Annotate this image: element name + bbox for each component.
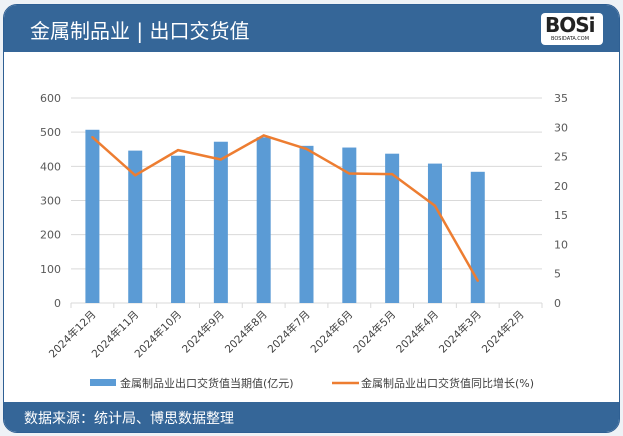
line-point <box>348 172 351 175</box>
x-tick-label: 2024年2月 <box>479 308 527 356</box>
x-tick-label: 2024年5月 <box>351 308 399 356</box>
line-point <box>134 174 137 177</box>
y-right-tick: 5 <box>554 268 561 281</box>
chart: 0100200300400500600051015202530352024年12… <box>40 92 568 390</box>
header-bar: 金属制品业 | 出口交货值 BOSi BOSIDATA.COM <box>4 5 619 52</box>
line-point <box>305 147 308 151</box>
bar <box>385 153 400 303</box>
y-right-tick: 10 <box>554 238 568 251</box>
footer-bar: 数据来源：统计局、博思数据整理 <box>4 402 619 432</box>
y-right-tick: 0 <box>554 297 561 310</box>
x-tick-label: 2024年7月 <box>265 308 313 356</box>
bar <box>85 129 100 303</box>
x-tick-label: 2024年3月 <box>436 308 484 356</box>
bar <box>427 163 442 303</box>
y-left-tick: 500 <box>40 126 61 139</box>
line-point <box>476 279 479 282</box>
y-left-tick: 0 <box>54 297 61 310</box>
line-point <box>433 204 437 207</box>
y-left-tick: 100 <box>40 263 61 276</box>
bar <box>128 150 143 303</box>
page-title: 金属制品业 | 出口交货值 <box>30 19 250 43</box>
legend-bar-swatch <box>90 379 116 386</box>
y-left-tick: 600 <box>40 92 61 105</box>
y-right-tick: 15 <box>554 209 568 222</box>
legend-line-label: 金属制品业出口交货值同比增长(%) <box>361 376 534 390</box>
y-left-tick: 400 <box>40 160 61 173</box>
y-left-tick: 300 <box>40 195 61 208</box>
bar <box>256 137 271 303</box>
line-series <box>91 134 479 282</box>
bar <box>213 141 228 303</box>
line-point <box>219 158 223 161</box>
y-left-tick: 200 <box>40 229 61 242</box>
line-point <box>176 148 180 152</box>
x-tick-label: 2024年9月 <box>179 308 227 356</box>
line-point <box>91 136 94 139</box>
y-right-tick: 20 <box>554 180 568 193</box>
bosi-logo: BOSi BOSIDATA.COM <box>541 13 603 45</box>
legend-bar-label: 金属制品业出口交货值当期值(亿元) <box>120 376 294 390</box>
line-point <box>262 134 265 137</box>
x-tick-label: 2024年4月 <box>393 308 441 356</box>
bar <box>470 171 485 303</box>
x-tick-label: 2024年6月 <box>308 308 356 356</box>
bar <box>171 155 186 303</box>
x-tick-label: 2024年8月 <box>222 308 270 356</box>
data-source: 数据来源：统计局、博思数据整理 <box>24 411 234 427</box>
bar <box>299 145 314 303</box>
y-right-tick: 35 <box>554 92 568 105</box>
y-right-tick: 30 <box>554 121 568 134</box>
y-right-tick: 25 <box>554 151 568 164</box>
bar <box>342 147 357 303</box>
chart-card: 金属制品业 | 出口交货值 BOSi BOSIDATA.COM 0 100 200 30… <box>3 4 620 433</box>
line-point <box>390 172 394 176</box>
